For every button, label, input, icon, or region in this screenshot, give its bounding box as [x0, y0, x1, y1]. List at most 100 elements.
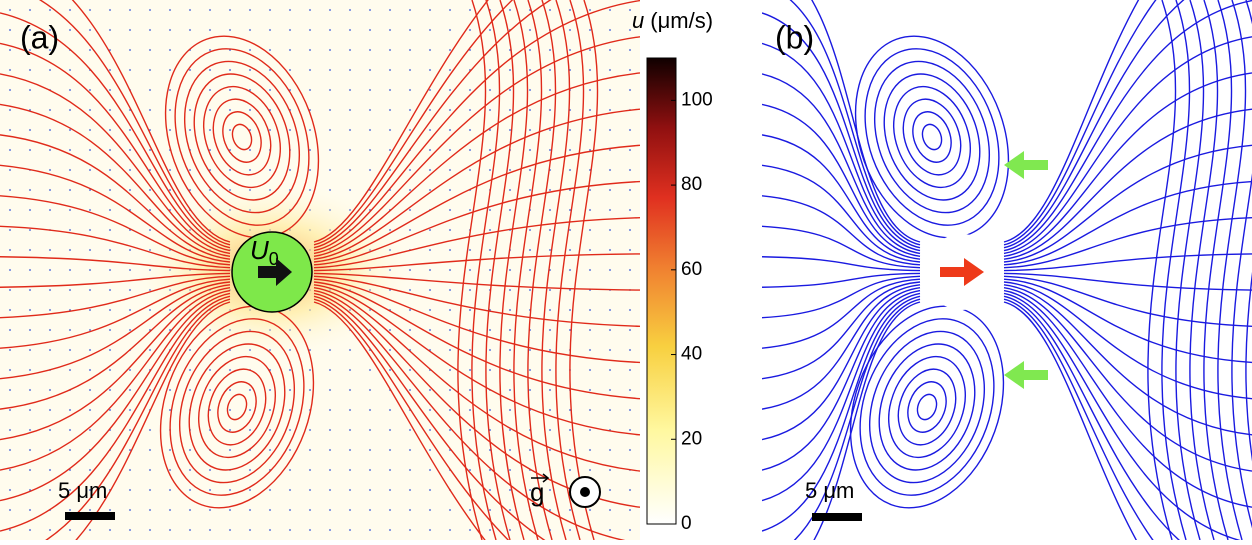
streamline — [1203, 0, 1233, 540]
streamline — [762, 295, 921, 532]
streamline — [0, 278, 231, 349]
streamline — [313, 0, 640, 252]
streamline — [762, 225, 921, 269]
vortex-line — [212, 98, 272, 176]
streamline — [313, 278, 640, 364]
vortex-line — [902, 98, 962, 176]
streamline — [499, 0, 529, 540]
panel-label: (a) — [20, 19, 59, 55]
streamline — [762, 278, 921, 349]
streamline — [1003, 0, 1185, 249]
streamline — [471, 0, 501, 540]
streamline — [75, 301, 231, 540]
streamline — [1003, 287, 1252, 472]
vortex-line — [169, 318, 305, 496]
streamline — [1245, 271, 1252, 462]
vector-arrow — [531, 473, 550, 483]
scale-bar-label: 5 μm — [58, 478, 107, 503]
streamline — [485, 0, 515, 540]
streamline — [0, 275, 231, 319]
streamline — [0, 12, 231, 249]
streamline — [1003, 253, 1252, 272]
streamline — [313, 287, 640, 472]
streamline — [762, 289, 921, 471]
particle-label: U0 — [250, 235, 279, 269]
vortex-line — [893, 85, 971, 189]
streamline — [541, 0, 571, 540]
streamline — [313, 144, 640, 263]
streamline — [762, 256, 921, 272]
flow-arrow — [1004, 151, 1048, 179]
streamline — [313, 292, 627, 540]
streamline — [1189, 0, 1219, 540]
streamline — [1003, 36, 1252, 255]
streamline — [1003, 284, 1252, 436]
streamline — [0, 195, 231, 266]
vortex-line — [868, 330, 986, 484]
streamline — [71, 0, 231, 243]
streamline — [1003, 289, 1252, 508]
streamline — [0, 42, 231, 252]
vortex-line — [878, 343, 976, 471]
streamline — [1003, 301, 1138, 540]
streamline — [313, 0, 514, 246]
streamline — [1175, 0, 1205, 540]
vortex-line — [231, 123, 253, 151]
streamline — [527, 0, 557, 540]
streamline — [313, 180, 640, 266]
streamline — [810, 0, 921, 243]
gravity-dot — [580, 487, 590, 497]
streamline — [1003, 144, 1252, 263]
vortex-line — [217, 381, 257, 433]
vortex-line — [897, 368, 957, 446]
streamline — [762, 272, 921, 288]
colorbar-tick-label: 80 — [681, 174, 702, 195]
streamline — [0, 284, 231, 410]
streamline — [1147, 0, 1177, 540]
streamline — [0, 281, 231, 380]
streamline — [1003, 292, 1242, 540]
vortex-line — [888, 355, 966, 459]
streamline — [762, 275, 921, 319]
streamline — [0, 272, 231, 288]
streamline — [0, 295, 231, 532]
streamline — [0, 256, 231, 272]
streamline — [762, 12, 921, 249]
streamline — [313, 36, 640, 255]
streamline — [762, 42, 921, 252]
colorbar-tick-label: 0 — [681, 513, 692, 534]
vortex-line — [222, 111, 262, 163]
streamline — [313, 72, 640, 257]
streamline — [762, 195, 921, 266]
streamlines-a — [0, 0, 640, 540]
streamline — [0, 164, 231, 263]
vortex-line — [912, 111, 952, 163]
streamline — [1231, 0, 1252, 528]
colorbar-tick-label: 20 — [681, 428, 702, 449]
vortex-line — [921, 123, 943, 151]
particle-arrow — [258, 258, 292, 286]
streamline — [569, 0, 599, 540]
streamline — [1003, 0, 1252, 252]
streamline — [0, 287, 231, 441]
streamline — [0, 134, 231, 260]
streamline — [313, 301, 486, 540]
streamline — [1003, 278, 1252, 364]
scale-bar — [812, 513, 862, 521]
streamline — [313, 108, 640, 260]
gravity-label: g — [530, 477, 544, 507]
streamline — [0, 73, 231, 255]
streamline — [0, 225, 231, 269]
streamline — [762, 103, 921, 257]
vortex-line — [207, 368, 267, 446]
streamline — [313, 253, 640, 272]
streamline — [313, 217, 640, 269]
streamline — [1003, 108, 1252, 260]
streamline — [1003, 0, 1157, 246]
streamline — [1217, 0, 1247, 540]
streamline — [1003, 275, 1252, 327]
streamline — [313, 281, 640, 400]
streamline — [313, 0, 552, 249]
vortex-line — [873, 60, 991, 214]
vortex-line — [907, 381, 947, 433]
